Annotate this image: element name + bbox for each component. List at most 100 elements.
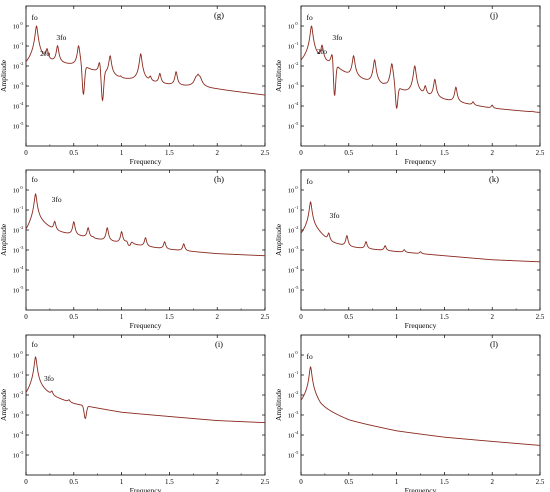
y-axis-label: Amplitude bbox=[274, 388, 283, 421]
y-tick-label: 10 bbox=[288, 228, 295, 235]
x-axis-label: Frequency bbox=[405, 486, 437, 492]
x-tick-label: 2 bbox=[490, 478, 494, 486]
panel-j: 0 0.5 1 1.5 2 2.5FrequencyAmplitude10010-110-… bbox=[274, 5, 545, 166]
x-tick-label: 2 bbox=[215, 313, 219, 321]
y-tick-label: 10 bbox=[288, 373, 295, 380]
x-tick-label: 0.5 bbox=[69, 149, 78, 157]
y-tick-label: 10 bbox=[288, 24, 295, 31]
y-tick-label: 10 bbox=[288, 288, 295, 295]
y-tick-label: 10 bbox=[288, 393, 295, 400]
y-tick-label: 10 bbox=[13, 288, 20, 295]
y-tick-label: 10 bbox=[288, 104, 295, 111]
y-tick-exponent: -2 bbox=[295, 225, 299, 230]
panel-i: 0 0.5 1 1.5 2 2.5FrequencyAmplitude10010-110-… bbox=[0, 334, 270, 492]
y-tick-label: 10 bbox=[13, 24, 20, 31]
panel-label: (j) bbox=[490, 10, 498, 20]
y-tick-exponent: -5 bbox=[295, 121, 299, 126]
y-tick-label: 10 bbox=[13, 84, 20, 91]
x-tick-label: 1 bbox=[120, 313, 124, 321]
x-tick-label: 2.5 bbox=[261, 313, 270, 321]
panel-label: (k) bbox=[489, 174, 499, 184]
series-line bbox=[300, 25, 541, 113]
x-axis-label: Frequency bbox=[130, 486, 162, 492]
x-tick-label: 1 bbox=[120, 149, 124, 157]
x-tick-label: 1.5 bbox=[165, 478, 174, 486]
y-tick-label: 10 bbox=[288, 453, 295, 460]
y-tick-exponent: -3 bbox=[20, 245, 24, 250]
y-tick-label: 10 bbox=[288, 413, 295, 420]
peak-annotation: 3fo bbox=[52, 195, 62, 204]
series-line bbox=[300, 366, 541, 446]
panel-h: 0 0.5 1 1.5 2 2.5FrequencyAmplitude10010-110-… bbox=[0, 169, 270, 330]
y-tick-label: 10 bbox=[13, 393, 20, 400]
y-tick-exponent: -3 bbox=[295, 245, 299, 250]
x-tick-label: 1.5 bbox=[165, 313, 174, 321]
peak-annotation: 2fo bbox=[40, 49, 50, 58]
y-tick-label: 10 bbox=[288, 268, 295, 275]
x-tick-label: 0 bbox=[24, 149, 28, 157]
plot-frame bbox=[300, 5, 541, 147]
x-tick-label: 1 bbox=[120, 478, 124, 486]
y-tick-exponent: -4 bbox=[295, 265, 299, 270]
panel-label: (g) bbox=[214, 10, 224, 20]
x-tick-label: 0 bbox=[24, 313, 28, 321]
peak-annotation: 3fo bbox=[56, 33, 66, 42]
x-tick-label: 2.5 bbox=[536, 478, 545, 486]
y-tick-label: 10 bbox=[13, 188, 20, 195]
plot-frame bbox=[25, 334, 266, 476]
y-tick-label: 10 bbox=[13, 208, 20, 215]
x-tick-label: 2.5 bbox=[261, 149, 270, 157]
y-tick-exponent: 0 bbox=[295, 185, 298, 190]
y-tick-exponent: -3 bbox=[20, 81, 24, 86]
y-tick-label: 10 bbox=[13, 228, 20, 235]
y-tick-exponent: -2 bbox=[295, 390, 299, 395]
panel-k: 0 0.5 1 1.5 2 2.5FrequencyAmplitude10010-110-… bbox=[274, 169, 545, 330]
y-tick-label: 10 bbox=[288, 44, 295, 51]
x-tick-label: 0.5 bbox=[344, 313, 353, 321]
x-tick-label: 1.5 bbox=[165, 149, 174, 157]
y-tick-exponent: -5 bbox=[20, 121, 24, 126]
x-tick-label: 1.5 bbox=[440, 478, 449, 486]
y-tick-exponent: 0 bbox=[295, 350, 298, 355]
plot-frame bbox=[300, 169, 541, 311]
peak-annotation: fo bbox=[306, 13, 312, 22]
y-tick-exponent: -4 bbox=[295, 101, 299, 106]
x-tick-label: 2 bbox=[490, 313, 494, 321]
panel-label: (h) bbox=[214, 174, 224, 184]
y-tick-exponent: -2 bbox=[295, 61, 299, 66]
y-tick-label: 10 bbox=[288, 248, 295, 255]
peak-annotation: 3fo bbox=[44, 374, 54, 383]
panel-label: (i) bbox=[215, 339, 223, 349]
x-tick-label: 1 bbox=[395, 478, 399, 486]
y-tick-exponent: -5 bbox=[20, 450, 24, 455]
y-axis-label: Amplitude bbox=[0, 388, 8, 421]
y-tick-exponent: -1 bbox=[20, 370, 24, 375]
x-axis-label: Frequency bbox=[405, 157, 437, 166]
x-tick-label: 0 bbox=[299, 478, 303, 486]
y-tick-exponent: -3 bbox=[295, 81, 299, 86]
y-tick-label: 10 bbox=[13, 268, 20, 275]
x-tick-label: 2 bbox=[215, 478, 219, 486]
peak-annotation: fo bbox=[306, 177, 312, 186]
y-tick-exponent: -2 bbox=[20, 225, 24, 230]
peak-annotation: 2fo bbox=[317, 47, 327, 56]
peak-annotation: fo bbox=[306, 352, 312, 361]
x-tick-label: 0 bbox=[24, 478, 28, 486]
peak-annotation: fo bbox=[31, 340, 37, 349]
y-tick-exponent: -3 bbox=[295, 410, 299, 415]
y-tick-exponent: 0 bbox=[295, 21, 298, 26]
x-tick-label: 2.5 bbox=[261, 478, 270, 486]
y-tick-label: 10 bbox=[13, 453, 20, 460]
panel-g: 0 0.5 1 1.5 2 2.5FrequencyAmplitude10010-110-… bbox=[0, 5, 270, 166]
y-tick-exponent: 0 bbox=[20, 185, 23, 190]
x-tick-label: 1.5 bbox=[440, 313, 449, 321]
x-axis-label: Frequency bbox=[130, 321, 162, 330]
y-tick-label: 10 bbox=[13, 124, 20, 131]
y-tick-label: 10 bbox=[288, 433, 295, 440]
series-line bbox=[300, 201, 541, 263]
plot-frame bbox=[25, 169, 266, 311]
y-tick-exponent: -1 bbox=[295, 205, 299, 210]
x-tick-label: 0.5 bbox=[344, 478, 353, 486]
y-tick-exponent: -1 bbox=[20, 205, 24, 210]
y-tick-label: 10 bbox=[13, 104, 20, 111]
